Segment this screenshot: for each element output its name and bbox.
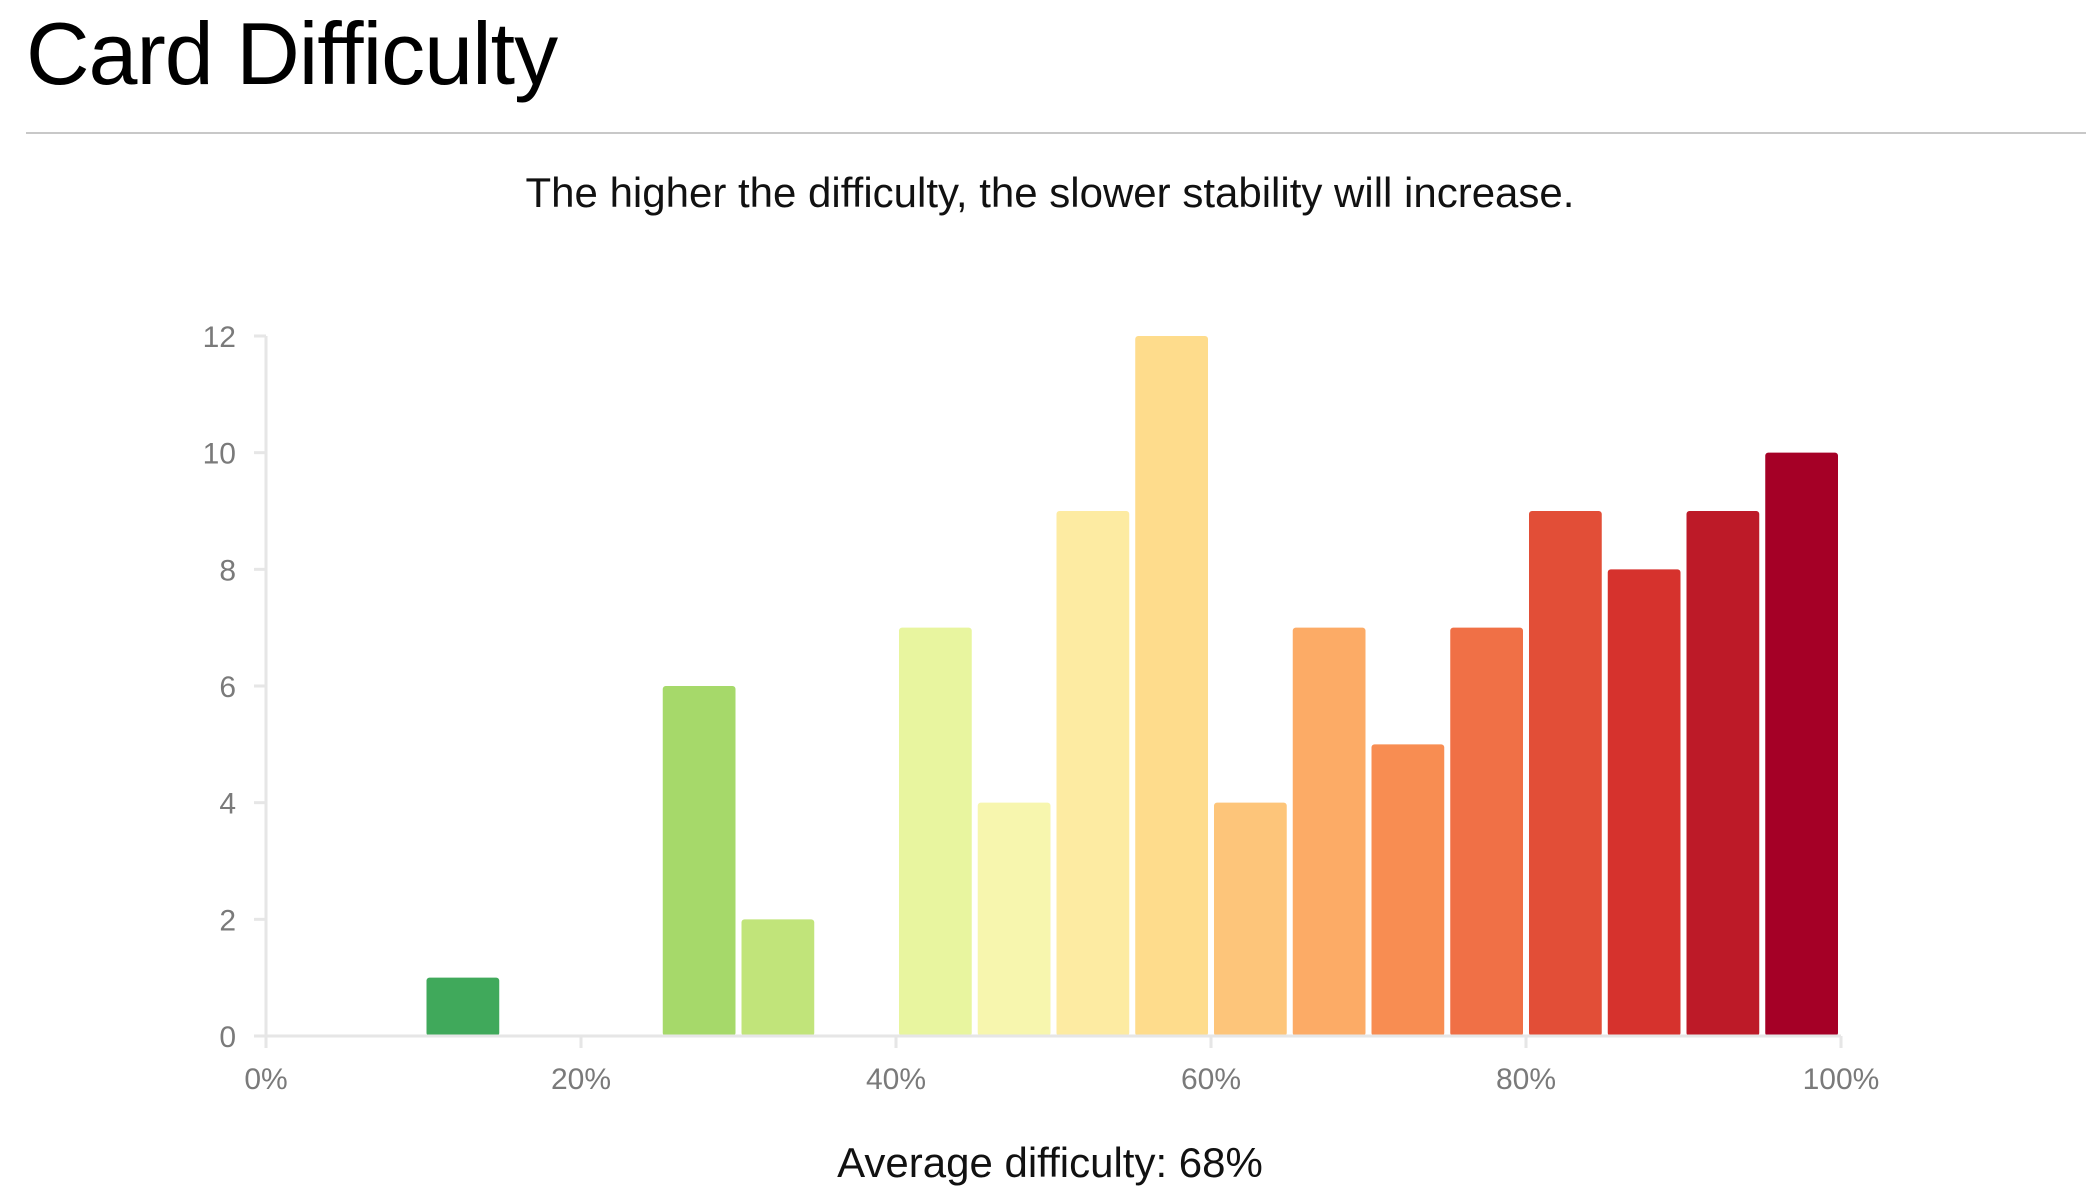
histogram-bar[interactable]: [1135, 336, 1208, 1036]
histogram-bar[interactable]: [1371, 744, 1445, 1036]
y-tick-label: 0: [219, 1021, 236, 1054]
x-axis: 0% 20% 40% 60% 80% 100%: [244, 1034, 1880, 1096]
bars: [426, 336, 1838, 1036]
histogram-bar[interactable]: [1214, 802, 1287, 1036]
y-tick-label: 6: [219, 671, 236, 704]
histogram-bar[interactable]: [1056, 511, 1130, 1036]
histogram-bar[interactable]: [1765, 452, 1838, 1036]
y-tick-label: 12: [203, 321, 236, 354]
histogram-bar[interactable]: [1292, 627, 1366, 1036]
y-tick-label: 8: [219, 554, 236, 587]
histogram-bar[interactable]: [899, 627, 972, 1036]
average-difficulty: Average difficulty: 68%: [0, 1135, 2100, 1191]
y-tick-label: 2: [219, 904, 236, 937]
x-tick-label: 40%: [866, 1063, 926, 1096]
histogram-bar[interactable]: [1450, 627, 1523, 1036]
chart-description: The higher the difficulty, the slower st…: [525, 169, 1575, 216]
histogram-bar[interactable]: [977, 802, 1051, 1036]
histogram-bar[interactable]: [741, 919, 815, 1036]
x-tick-label: 0%: [244, 1063, 287, 1096]
x-tick-label: 60%: [1181, 1063, 1241, 1096]
histogram-bar[interactable]: [1686, 511, 1760, 1036]
histogram-bar[interactable]: [426, 977, 500, 1036]
difficulty-chart: 0 2 4 6 8 10 12 0% 20% 40% 60% 80% 100%: [0, 300, 2100, 1100]
title-divider: [26, 132, 2086, 134]
histogram-bar[interactable]: [1529, 511, 1602, 1036]
average-difficulty-label: Average difficulty:: [837, 1139, 1168, 1186]
y-tick-label: 4: [219, 788, 236, 821]
histogram-bar[interactable]: [1607, 569, 1681, 1036]
y-axis: 0 2 4 6 8 10 12: [203, 321, 268, 1054]
average-difficulty-value: 68%: [1178, 1139, 1263, 1186]
page-title: Card Difficulty: [26, 4, 558, 103]
y-tick-label: 10: [203, 438, 236, 471]
x-tick-label: 100%: [1803, 1063, 1880, 1096]
x-tick-label: 20%: [551, 1063, 611, 1096]
difficulty-histogram: 0 2 4 6 8 10 12 0% 20% 40% 60% 80% 100%: [203, 321, 1880, 1096]
histogram-bar[interactable]: [662, 686, 736, 1036]
x-tick-label: 80%: [1496, 1063, 1556, 1096]
